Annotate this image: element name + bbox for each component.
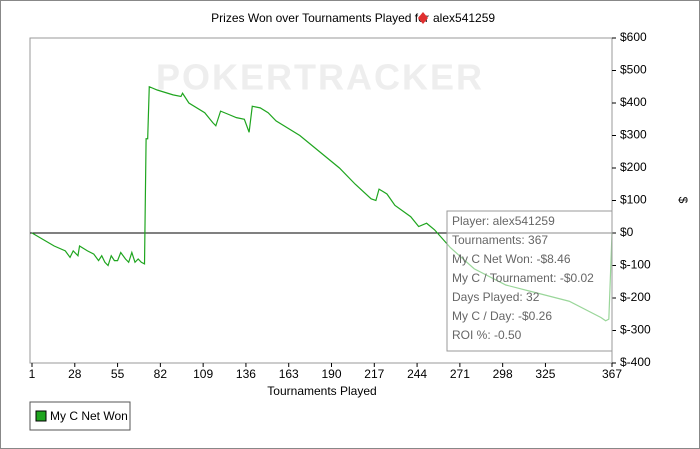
x-tick-label: 136 <box>236 367 256 381</box>
x-tick-label: 109 <box>193 367 213 381</box>
legend-swatch <box>35 410 47 422</box>
legend-label: My C Net Won <box>50 409 128 423</box>
y-tick-label: $500 <box>620 63 647 77</box>
x-tick-label: 367 <box>602 367 622 381</box>
x-axis-label: Tournaments Played <box>267 384 376 398</box>
x-tick-label: 217 <box>364 367 384 381</box>
y-tick-label: $-300 <box>620 323 651 337</box>
chart-title: Prizes Won over Tournaments Played for <box>211 11 429 25</box>
tooltip-box <box>446 210 613 352</box>
y-tick-label: $200 <box>620 160 647 174</box>
y-tick-label: $0 <box>620 225 634 239</box>
x-tick-label: 298 <box>493 367 513 381</box>
x-tick-label: 190 <box>321 367 341 381</box>
y-tick-label: $100 <box>620 193 647 207</box>
tooltip-line: My C / Day: -$0.26 <box>452 309 552 323</box>
tooltip-line: My C / Tournament: -$0.02 <box>452 271 594 285</box>
tooltip-line: Days Played: 32 <box>452 290 540 304</box>
tooltip-line: Tournaments: 367 <box>452 233 548 247</box>
x-tick-label: 163 <box>279 367 299 381</box>
player-icon <box>418 12 428 24</box>
x-tick-label: 82 <box>154 367 168 381</box>
y-tick-label: $400 <box>620 95 647 109</box>
legend-box <box>29 401 131 431</box>
tooltip-line: Player: alex541259 <box>452 214 555 228</box>
y-tick-label: $600 <box>620 30 647 44</box>
watermark: POKERTRACKER <box>156 57 484 98</box>
x-tick-label: 271 <box>450 367 470 381</box>
tooltip-line: My C Net Won: -$8.46 <box>452 252 571 266</box>
player-name: alex541259 <box>433 11 495 25</box>
x-tick-label: 244 <box>407 367 427 381</box>
y-tick-label: $-400 <box>620 355 651 369</box>
y-tick-label: $-100 <box>620 258 651 272</box>
y-axis-label: $ <box>676 197 690 204</box>
tooltip-line: ROI %: -0.50 <box>452 328 522 342</box>
x-tick-label: 325 <box>535 367 555 381</box>
x-tick-label: 28 <box>68 367 82 381</box>
x-tick-label: 1 <box>29 367 36 381</box>
data-line <box>31 85 613 322</box>
y-tick-label: $300 <box>620 128 647 142</box>
x-tick-label: 55 <box>111 367 125 381</box>
y-tick-label: $-200 <box>620 290 651 304</box>
